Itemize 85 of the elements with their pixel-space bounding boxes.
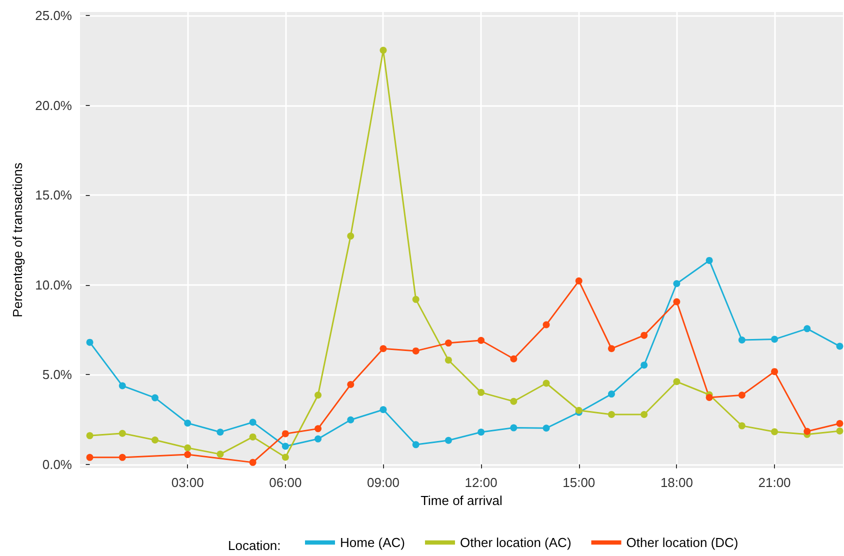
point — [118, 430, 126, 437]
point — [314, 392, 322, 399]
point — [118, 382, 126, 390]
point — [412, 347, 420, 354]
x-tick-label: 15:00 — [562, 475, 596, 490]
point — [216, 428, 224, 436]
point — [510, 398, 518, 405]
point — [738, 422, 746, 430]
point — [673, 378, 680, 386]
point — [706, 394, 713, 401]
point — [542, 424, 550, 432]
point — [771, 428, 778, 436]
point — [249, 433, 256, 440]
point — [804, 325, 811, 332]
legend-label: Home (AC) — [340, 535, 406, 550]
y-axis-title: Percentage of transactions — [10, 162, 25, 318]
legend-label: Other location (DC) — [626, 535, 738, 550]
point — [836, 420, 844, 427]
point — [86, 338, 94, 346]
point — [478, 336, 485, 344]
legend-title: Location: — [228, 538, 281, 553]
point — [836, 342, 844, 350]
legend-label: Other location (AC) — [460, 535, 572, 550]
point — [575, 277, 582, 284]
x-tick-label: 18:00 — [660, 475, 693, 490]
point — [380, 406, 387, 414]
point — [640, 332, 648, 339]
y-tick-label: 20.0% — [35, 98, 72, 113]
point — [152, 436, 158, 444]
point — [412, 296, 420, 303]
point — [118, 454, 126, 461]
y-tick-label: 15.0% — [35, 188, 72, 203]
point — [640, 411, 648, 418]
point — [184, 444, 192, 452]
x-tick-label: 06:00 — [269, 475, 302, 490]
point — [836, 428, 844, 435]
point — [86, 432, 94, 440]
point — [314, 435, 322, 442]
point — [249, 418, 256, 426]
point — [640, 362, 648, 369]
point — [444, 436, 452, 444]
point — [314, 425, 322, 432]
x-tick-label: 12:00 — [464, 475, 498, 490]
point — [412, 441, 420, 448]
point — [347, 381, 354, 388]
point — [510, 424, 518, 432]
point — [738, 392, 746, 399]
point — [184, 451, 192, 458]
x-tick-label: 03:00 — [171, 475, 204, 490]
y-tick-label: 0.0% — [42, 456, 72, 472]
point — [282, 454, 289, 461]
point — [86, 454, 94, 461]
point — [542, 321, 550, 328]
y-tick-label: 5.0% — [42, 367, 72, 382]
point — [738, 336, 746, 344]
point — [673, 280, 680, 288]
point — [444, 356, 452, 364]
point — [608, 345, 615, 352]
point — [249, 458, 256, 466]
point — [184, 420, 192, 427]
point — [771, 336, 778, 343]
y-tick-label: 25.0% — [35, 8, 72, 24]
y-tick-label: 10.0% — [35, 277, 72, 292]
point — [510, 355, 518, 362]
point — [216, 450, 224, 458]
point — [608, 390, 615, 398]
x-tick-label: 21:00 — [758, 475, 791, 490]
point — [804, 428, 811, 435]
x-axis-title: Time of arrival — [420, 492, 503, 508]
point — [478, 388, 485, 396]
point — [542, 380, 550, 387]
point — [380, 345, 387, 352]
point — [347, 416, 354, 424]
point — [771, 368, 778, 376]
point — [706, 256, 713, 264]
x-tick-label: 09:00 — [366, 475, 400, 490]
point — [347, 232, 354, 240]
point — [282, 430, 289, 438]
point — [152, 394, 158, 402]
point — [673, 298, 680, 306]
point — [478, 428, 485, 436]
point — [444, 340, 452, 347]
point — [282, 442, 289, 450]
point — [380, 46, 387, 54]
point — [608, 411, 615, 418]
